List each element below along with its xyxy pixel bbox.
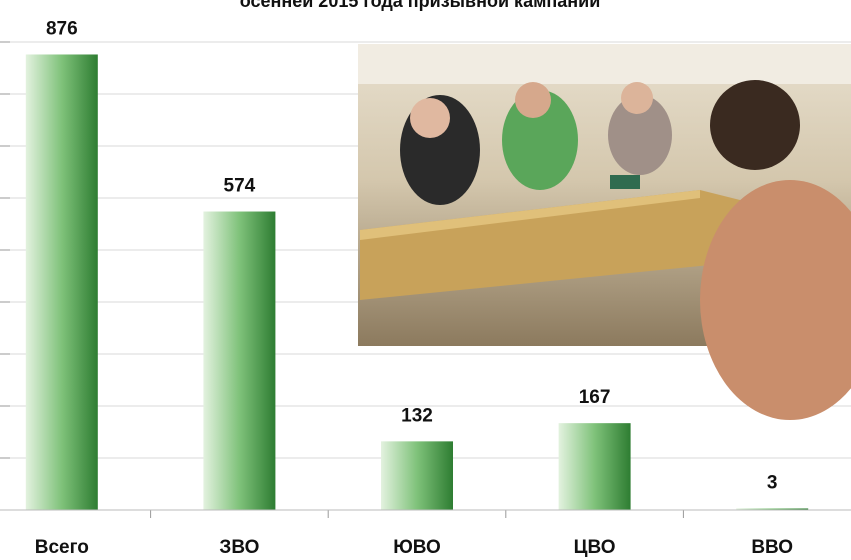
- chart-title: осенней 2015 года призывной кампании: [240, 0, 601, 11]
- x-tick-label: ЗВО: [219, 537, 259, 558]
- x-tick-label: Всего: [35, 537, 89, 558]
- bar: [203, 212, 275, 510]
- value-label: 167: [579, 387, 611, 408]
- value-label: 574: [224, 176, 256, 197]
- value-label: 132: [401, 405, 433, 426]
- value-label: 876: [46, 18, 78, 39]
- value-label: 3: [767, 472, 778, 493]
- bar: [26, 54, 98, 510]
- photo: [358, 44, 851, 420]
- x-tick-label: ЮВО: [393, 537, 441, 558]
- chart: осенней 2015 года призывной кампании Все…: [0, 0, 851, 560]
- bar: [381, 441, 453, 510]
- x-tick-label: ВВО: [751, 537, 793, 558]
- x-tick-label: ЦВО: [574, 537, 616, 558]
- bar: [559, 423, 631, 510]
